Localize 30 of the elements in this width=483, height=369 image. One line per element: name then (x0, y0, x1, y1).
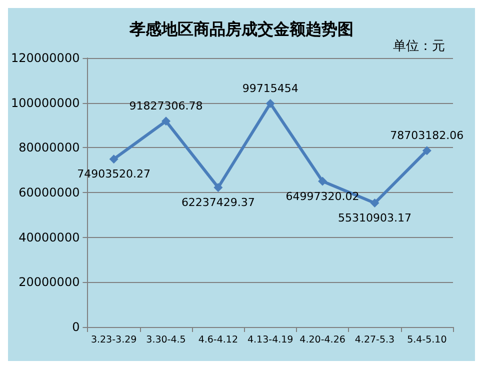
text: 78703182.06 (390, 129, 464, 142)
x-tick-label: 3.30-4.5 (146, 334, 186, 346)
x-tick-label: 5.4-5.10 (407, 334, 447, 346)
y-tick-label: 60000000 (18, 186, 80, 200)
x-tick-label: 4.27-5.3 (354, 334, 395, 346)
y-tick-label: 100000000 (10, 96, 80, 110)
point (318, 176, 328, 186)
y-tick-label: 0 (72, 320, 80, 334)
y-tick-label: 20000000 (18, 275, 80, 290)
text: 91827306.78 (129, 100, 203, 113)
point (109, 154, 118, 164)
text: 99715454 (242, 82, 298, 95)
y-axis-title: 单位：元 (393, 39, 445, 54)
point (266, 98, 275, 108)
y-tick-label: 80000000 (18, 140, 80, 155)
text: 64997320.02 (286, 190, 360, 203)
x-tick-label: 3.23-3.29 (90, 334, 137, 346)
y-tick-label: 40000000 (18, 230, 80, 244)
x-tick-label: 4.6-4.12 (198, 334, 238, 346)
x-tick-label: 4.20-4.26 (300, 334, 346, 346)
text: 55310903.17 (338, 212, 412, 225)
y-tick-label: 120000000 (10, 51, 80, 65)
text: 74903520.27 (77, 168, 151, 181)
x-tick-label: 4.13-4.19 (247, 334, 294, 346)
point (370, 198, 380, 208)
point (214, 182, 223, 192)
point (422, 146, 432, 156)
point (161, 116, 170, 126)
chart-title: 孝感地区商品房成交金额趋势图 (128, 20, 354, 38)
text: 62237429.37 (181, 196, 255, 209)
